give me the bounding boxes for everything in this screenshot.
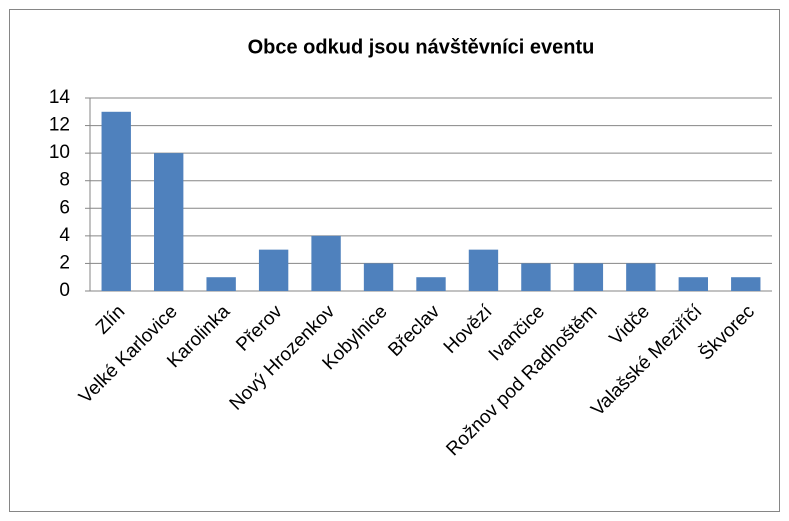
- y-tick-label: 12: [49, 115, 70, 136]
- y-tick-label: 2: [59, 252, 70, 273]
- bar: [626, 263, 656, 291]
- bar: [154, 153, 184, 291]
- y-tick-label: 0: [59, 280, 70, 301]
- bar: [468, 249, 499, 291]
- bar: [311, 235, 341, 291]
- y-tick-label: 8: [59, 170, 70, 191]
- bar: [678, 277, 708, 291]
- chart-frame: [9, 9, 780, 512]
- bar: [731, 277, 761, 291]
- y-tick-label: 6: [59, 197, 70, 218]
- bar: [573, 263, 604, 291]
- y-tick-label: 10: [49, 142, 70, 163]
- y-tick-label: 4: [59, 225, 70, 246]
- bar: [101, 111, 131, 292]
- y-tick-label: 14: [49, 87, 71, 108]
- bar: [363, 263, 394, 291]
- chart-title: Obce odkud jsou návštěvníci eventu: [248, 36, 595, 58]
- bar: [416, 277, 446, 291]
- bar: [258, 249, 289, 291]
- bar: [521, 263, 551, 291]
- bar: [206, 277, 236, 291]
